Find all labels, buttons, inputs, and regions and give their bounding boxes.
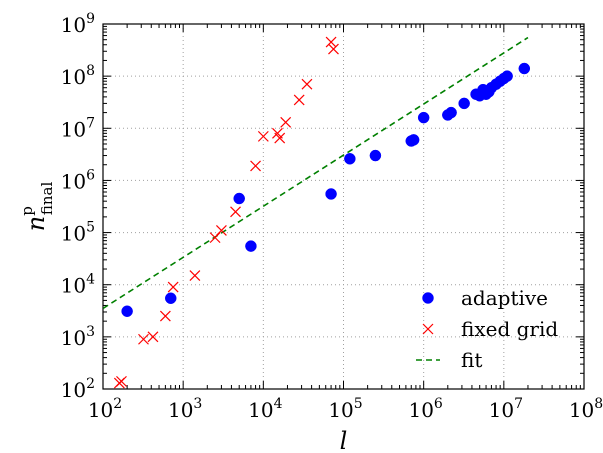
axes-layer <box>102 23 585 390</box>
y-axis-label: np final <box>18 182 56 232</box>
adaptive-point <box>164 292 177 305</box>
x-marker-stroke <box>280 116 292 128</box>
x-marker-stroke <box>189 270 201 281</box>
series-layer <box>103 36 531 389</box>
fixed-grid-point <box>189 270 201 281</box>
adaptive-point <box>245 240 257 252</box>
x-marker-stroke <box>272 127 283 139</box>
adaptive-point <box>325 188 337 200</box>
fixed-grid-point <box>147 331 159 343</box>
legend-marker-circle <box>422 292 434 304</box>
x-marker-stroke <box>147 331 159 343</box>
axis-labels: 102 103 104 105 106 107 108 102 103 104 105 106 107 1… <box>18 11 603 453</box>
fixed-grid-point <box>209 232 221 244</box>
x-tick-label: 108 <box>569 396 603 422</box>
x-marker-stroke <box>274 132 286 144</box>
x-marker-stroke <box>230 206 241 218</box>
legend: adaptive fixed grid fit <box>416 286 558 372</box>
adaptive-point <box>121 305 133 317</box>
adaptive-point <box>501 70 513 82</box>
legend-label: adaptive <box>461 286 548 310</box>
fixed-grid-point <box>250 160 261 172</box>
plot-frame <box>102 23 585 390</box>
adaptive-point <box>344 153 356 165</box>
x-marker-stroke <box>167 281 179 293</box>
x-tick-label: 104 <box>248 396 282 422</box>
adaptive-point <box>518 62 531 75</box>
fixed-grid-point <box>159 310 171 322</box>
y-tick-label: 108 <box>61 63 95 89</box>
legend-label: fit <box>461 348 482 372</box>
x-marker-stroke <box>209 232 221 244</box>
fit-line <box>103 36 529 310</box>
legend-item: fixed grid <box>422 317 558 341</box>
fixed-grid-point <box>301 78 313 90</box>
fixed-grid-point <box>325 36 337 48</box>
x-marker-stroke <box>301 78 313 90</box>
legend-label: fixed grid <box>461 317 558 341</box>
x-marker-stroke <box>422 323 434 335</box>
x-marker-stroke <box>257 130 269 142</box>
fixed-grid-point <box>138 333 149 345</box>
adaptive-point <box>417 111 430 124</box>
adaptive-point <box>233 192 245 205</box>
x-tick-label: 106 <box>408 396 442 422</box>
fixed-grid-point <box>274 132 286 144</box>
y-tick-label: 104 <box>61 272 95 298</box>
x-marker-stroke <box>138 333 149 345</box>
y-tick-label: 105 <box>61 220 95 246</box>
grid-layer <box>103 24 584 389</box>
y-tick-label: 106 <box>61 167 95 193</box>
x-marker-stroke <box>328 43 339 55</box>
x-marker-stroke <box>293 94 305 106</box>
y-axis-label-text: np final <box>18 182 56 232</box>
legend-marker-x <box>422 323 434 335</box>
fixed-grid-point <box>293 94 305 106</box>
fixed-grid-point <box>257 130 269 142</box>
fixed-grid-point <box>280 116 292 128</box>
legend-item: fit <box>416 348 482 372</box>
x-tick-label: 103 <box>168 396 202 422</box>
adaptive-point <box>407 134 420 146</box>
fixed-grid-point <box>167 281 179 293</box>
x-tick-label: 102 <box>88 396 122 422</box>
x-marker-stroke <box>116 375 127 387</box>
adaptive-point <box>445 106 457 119</box>
adaptive-point <box>458 97 470 110</box>
x-marker-stroke <box>325 36 337 48</box>
adaptive-point <box>369 149 382 162</box>
fixed-grid-point <box>215 224 227 236</box>
y-tick-label: 107 <box>61 115 95 141</box>
y-tick-label: 103 <box>61 324 95 350</box>
x-tick-label: 107 <box>489 396 523 422</box>
x-tick-label: 105 <box>328 396 362 422</box>
x-marker-stroke <box>159 310 171 322</box>
fixed-grid-point <box>116 375 127 387</box>
x-marker-stroke <box>250 160 261 172</box>
fixed-grid-point <box>230 206 241 218</box>
y-tick-label: 109 <box>61 11 95 37</box>
y-tick-label: 102 <box>61 376 95 402</box>
legend-item: adaptive <box>422 286 548 310</box>
x-axis-label: l <box>340 427 348 453</box>
fixed-grid-point <box>328 43 339 55</box>
x-marker-stroke <box>215 224 227 236</box>
